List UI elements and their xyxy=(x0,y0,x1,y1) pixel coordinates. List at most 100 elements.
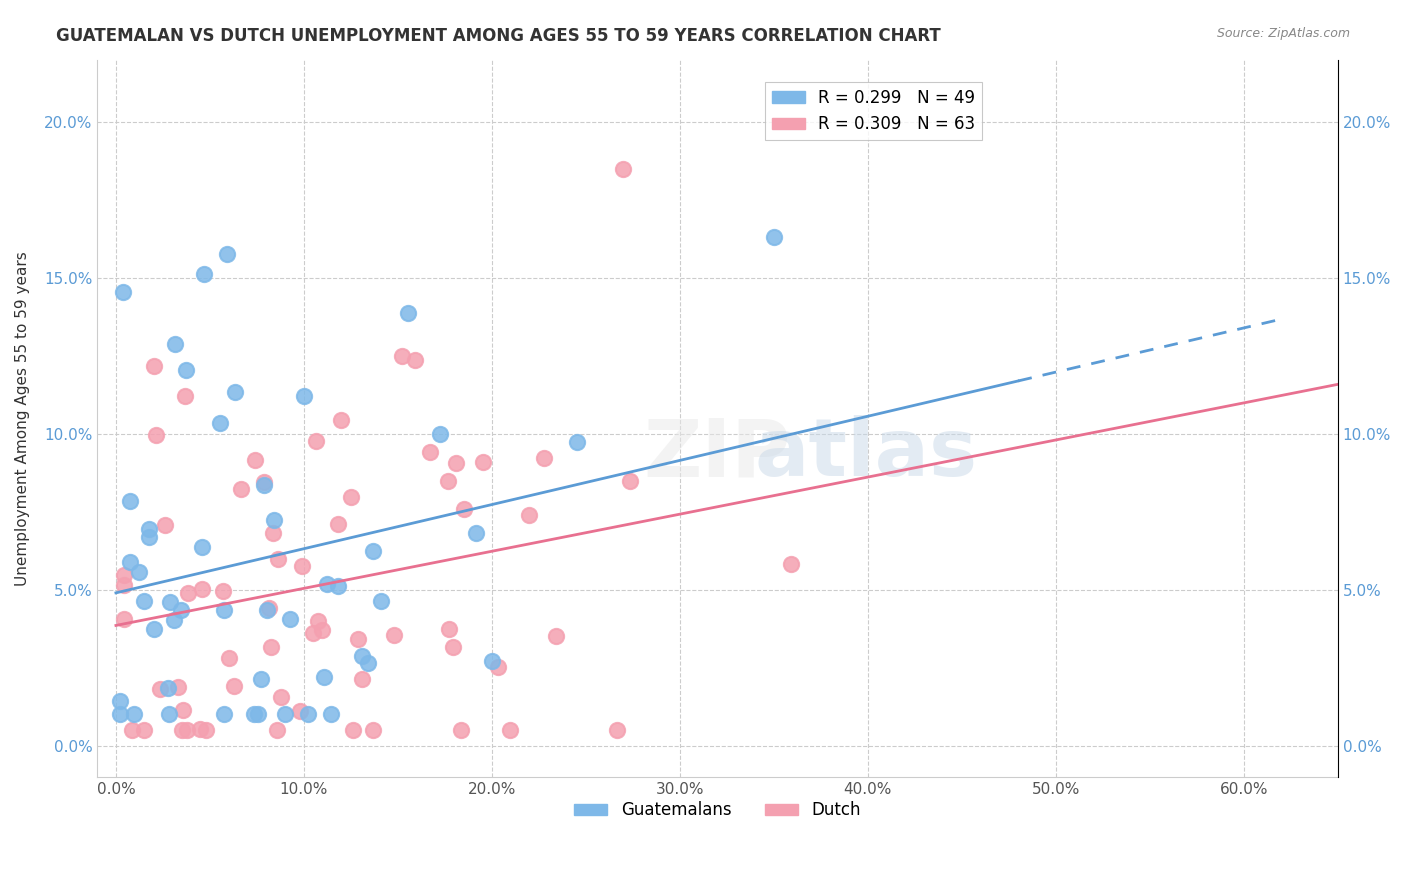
Point xyxy=(249,673,271,687)
Point xyxy=(114,578,136,592)
Point xyxy=(121,723,143,737)
Point xyxy=(339,490,361,504)
Point xyxy=(229,482,252,496)
Point xyxy=(174,363,197,377)
Point xyxy=(172,703,194,717)
Point xyxy=(190,540,212,554)
Point xyxy=(218,650,240,665)
Point xyxy=(382,627,405,641)
Point xyxy=(266,723,288,737)
Point xyxy=(176,586,198,600)
Point xyxy=(191,582,214,596)
Point xyxy=(450,723,472,737)
Point xyxy=(361,723,384,737)
Point xyxy=(436,474,458,488)
Point xyxy=(350,648,373,663)
Point xyxy=(118,494,141,508)
Point xyxy=(208,417,231,431)
Point xyxy=(319,707,342,722)
Point xyxy=(112,612,135,626)
Point xyxy=(606,723,628,737)
Point xyxy=(165,336,187,351)
Point xyxy=(441,640,464,654)
Point xyxy=(138,530,160,544)
Point xyxy=(256,603,278,617)
Point xyxy=(132,594,155,608)
Text: Source: ZipAtlas.com: Source: ZipAtlas.com xyxy=(1216,27,1350,40)
Point xyxy=(297,707,319,722)
Point xyxy=(328,517,350,532)
Point xyxy=(472,455,495,469)
Point xyxy=(257,600,280,615)
Point xyxy=(762,230,785,244)
Text: atlas: atlas xyxy=(755,415,979,493)
Point xyxy=(149,681,172,696)
Point xyxy=(396,306,419,320)
Point xyxy=(347,632,370,646)
Point xyxy=(166,680,188,694)
Point xyxy=(247,707,270,722)
Point xyxy=(138,523,160,537)
Point xyxy=(262,526,284,541)
Point xyxy=(112,285,135,299)
Point xyxy=(278,612,301,626)
Point xyxy=(245,452,267,467)
Point xyxy=(429,426,451,441)
Point xyxy=(311,624,333,638)
Point xyxy=(212,602,235,616)
Point xyxy=(174,389,197,403)
Point xyxy=(122,707,145,722)
Point xyxy=(153,518,176,533)
Point xyxy=(499,723,522,737)
Point xyxy=(301,626,323,640)
Point xyxy=(193,268,215,282)
Point xyxy=(779,558,801,572)
Point xyxy=(316,577,339,591)
Point xyxy=(159,595,181,609)
Point xyxy=(294,389,316,403)
Point xyxy=(243,707,266,722)
Point xyxy=(263,513,285,527)
Legend: Guatemalans, Dutch: Guatemalans, Dutch xyxy=(568,795,868,826)
Point xyxy=(108,707,131,722)
Point xyxy=(307,614,329,628)
Point xyxy=(464,526,486,541)
Point xyxy=(533,451,555,466)
Point xyxy=(370,593,392,607)
Point xyxy=(444,456,467,470)
Point xyxy=(270,690,292,705)
Point xyxy=(267,552,290,566)
Point xyxy=(163,613,186,627)
Point xyxy=(132,723,155,737)
Point xyxy=(453,502,475,516)
Point xyxy=(172,723,194,737)
Point xyxy=(619,474,641,488)
Point xyxy=(253,475,276,489)
Point xyxy=(481,654,503,668)
Point xyxy=(195,723,218,737)
Point xyxy=(330,413,353,427)
Point xyxy=(145,428,167,442)
Point xyxy=(342,723,364,737)
Point xyxy=(253,477,276,491)
Point xyxy=(565,435,588,450)
Point xyxy=(112,567,135,582)
Point xyxy=(391,349,413,363)
Point xyxy=(188,722,211,736)
Point xyxy=(352,672,374,686)
Point xyxy=(305,434,328,449)
Point xyxy=(361,544,384,558)
Point xyxy=(143,359,166,373)
Point xyxy=(612,161,634,176)
Point xyxy=(157,707,180,722)
Point xyxy=(312,670,335,684)
Point xyxy=(486,659,509,673)
Point xyxy=(224,384,246,399)
Point xyxy=(404,353,426,368)
Point xyxy=(215,247,238,261)
Point xyxy=(437,622,460,636)
Point xyxy=(170,603,193,617)
Text: GUATEMALAN VS DUTCH UNEMPLOYMENT AMONG AGES 55 TO 59 YEARS CORRELATION CHART: GUATEMALAN VS DUTCH UNEMPLOYMENT AMONG A… xyxy=(56,27,941,45)
Point xyxy=(273,707,295,722)
Point xyxy=(120,555,142,569)
